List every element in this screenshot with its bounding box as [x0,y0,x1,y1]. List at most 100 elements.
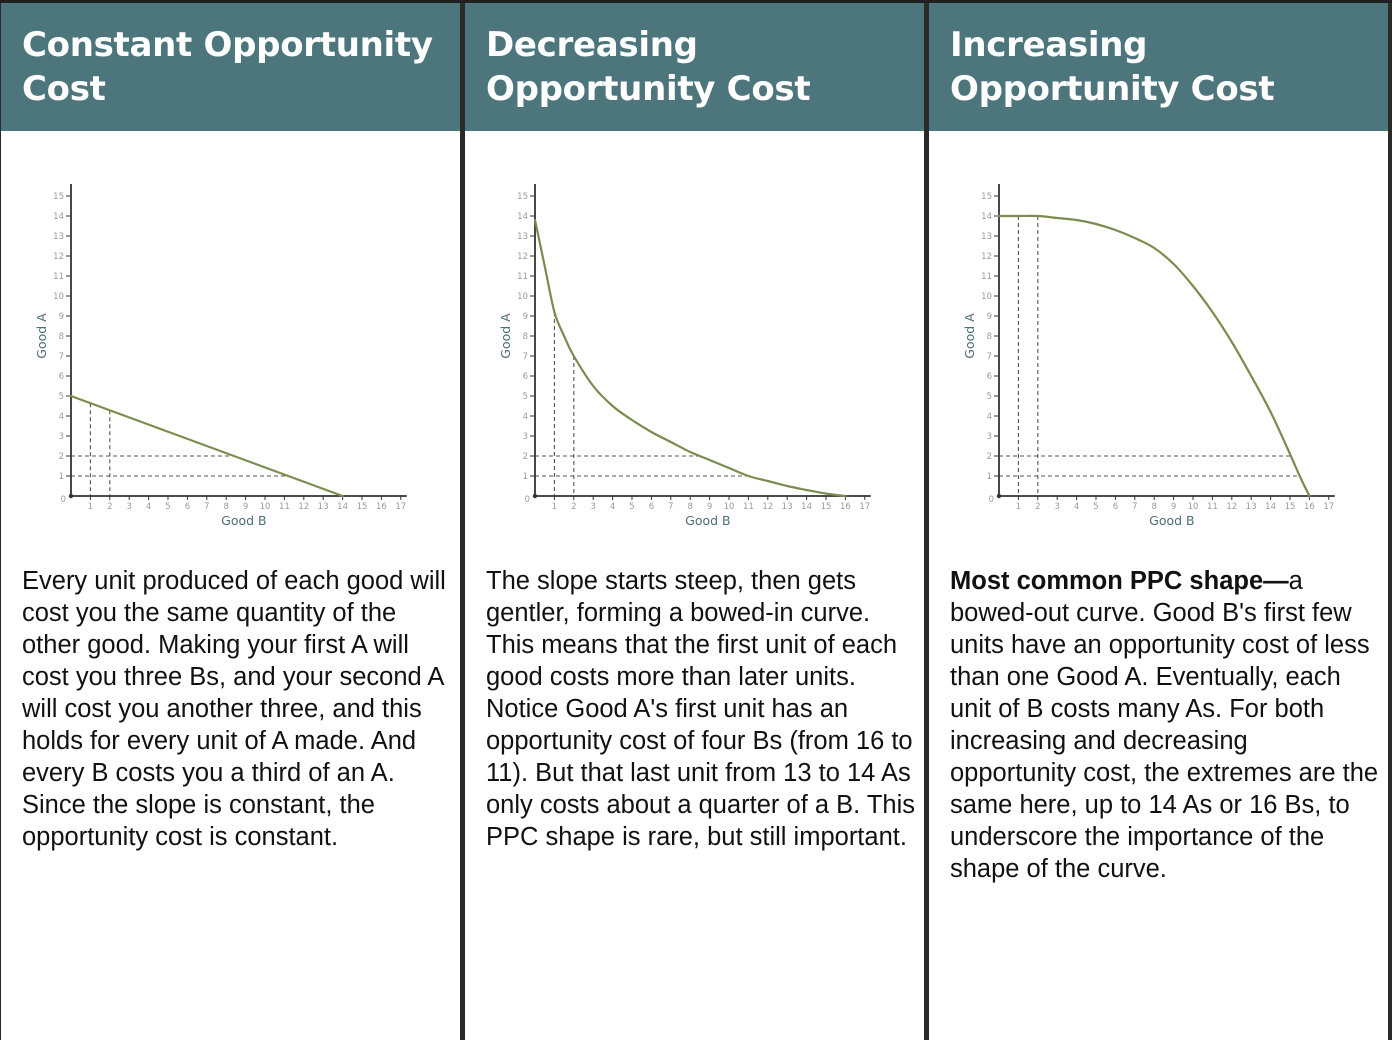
x-tick-label: 13 [1246,502,1257,512]
x-tick-label: 7 [668,502,673,512]
description-text: The slope starts steep, then gets gentle… [486,567,916,851]
y-tick-label: 14 [981,212,992,222]
x-tick-label: 12 [298,502,309,512]
x-tick-label: 15 [821,502,832,512]
x-tick-label: 8 [223,502,228,512]
x-tick-label: 16 [840,502,851,512]
y-tick-label: 3 [59,432,64,442]
y-axis-label: Good A [498,313,513,359]
column-increasing: Increasing Opportunity Cost 0 1 2 3 4 5 6 7 8 9 10… [929,3,1388,1040]
x-tick-label: 10 [724,502,735,512]
y-tick-label: 11 [517,272,528,282]
x-tick-label: 16 [1304,502,1315,512]
y-tick-label: 7 [987,352,992,362]
y-tick-label: 6 [987,372,992,382]
x-tick-label: 15 [357,502,368,512]
y-tick-label: 6 [59,372,64,382]
x-tick-label: 9 [707,502,712,512]
y-tick-label: 11 [981,272,992,282]
y-tick-label: 14 [517,212,528,222]
x-tick-label: 3 [126,502,131,512]
x-tick-label: 14 [337,502,348,512]
y-tick-label: 15 [517,192,528,202]
x-tick-label: 5 [165,502,170,512]
x-tick-label: 9 [1171,502,1176,512]
y-tick-label: 13 [53,232,64,242]
x-tick-label: 4 [1074,502,1079,512]
y-tick-label: 4 [523,412,528,422]
column-description: The slope starts steep, then gets gentle… [486,565,916,853]
column-decreasing: Decreasing Opportunity Cost 0 1 2 3 4 5 6 7 8 9 10… [465,3,924,1040]
x-tick-label: 12 [1226,502,1237,512]
y-tick-label: 9 [987,312,992,322]
y-tick-label: 5 [59,392,64,402]
column-description: Every unit produced of each good will co… [22,565,452,853]
y-tick-label: 9 [523,312,528,322]
y-tick-label: 8 [523,332,528,342]
y-tick-label: 2 [987,452,992,462]
x-axis-label: Good B [685,513,730,528]
y-tick-label: 2 [523,452,528,462]
y-tick-label: 2 [59,452,64,462]
x-tick-label: 5 [629,502,634,512]
y-tick-label: 7 [59,352,64,362]
x-tick-label: 2 [571,502,576,512]
origin-dot [996,493,1002,499]
y-tick-label: 7 [523,352,528,362]
column-heading: Decreasing Opportunity Cost [465,3,924,131]
x-tick-label: 13 [782,502,793,512]
x-tick-label: 6 [185,502,190,512]
y-tick-label: 4 [59,412,64,422]
y-tick-label: 10 [981,292,992,302]
x-tick-label: 7 [204,502,209,512]
y-tick-label: 3 [523,432,528,442]
x-tick-label: 8 [687,502,692,512]
y-tick-label: 6 [523,372,528,382]
y-tick-label: 3 [987,432,992,442]
column-description: Most common PPC shape—a bowed-out curve.… [950,565,1380,885]
y-tick-label: 8 [987,332,992,342]
x-axis-label: Good B [221,513,266,528]
x-tick-label: 13 [318,502,329,512]
x-tick-label: 17 [859,502,870,512]
y-tick-label: 13 [517,232,528,242]
x-tick-label: 2 [107,502,112,512]
x-tick-label: 6 [1113,502,1118,512]
x-tick-label: 9 [243,502,248,512]
top-border [0,0,1392,3]
description-text: Every unit produced of each good will co… [22,567,446,851]
ppc-curve [533,218,847,498]
y-tick-label: 1 [987,472,992,482]
y-tick-label: 5 [987,392,992,402]
y-axis-label: Good A [34,313,49,359]
y-tick-label: 10 [517,292,528,302]
x-tick-label: 17 [1323,502,1334,512]
x-tick-label: 4 [610,502,615,512]
description-text: a bowed-out curve. Good B's first few un… [950,567,1379,883]
y-tick-label: 15 [981,192,992,202]
ppc-curve [69,394,344,498]
x-tick-label: 7 [1132,502,1137,512]
description-bold-lead: Most common PPC shape— [950,567,1289,595]
ppc-curve [997,214,1311,498]
origin-label: 0 [525,495,530,505]
x-tick-label: 11 [1207,502,1218,512]
chart-decreasing: 0 1 2 3 4 5 6 7 8 9 10 11 12 13 14 15 1 2 3 4 5 6 7 8 9 10 11 12 13 1… [483,178,883,538]
column-heading: Constant Opportunity Cost [1,3,460,131]
chart-constant: 0 1 2 3 4 5 6 7 8 9 10 11 12 13 14 15 1 2 3 4 5 6 7 8 9 10 11 12 13 1… [19,178,419,538]
x-tick-label: 4 [146,502,151,512]
x-tick-label: 10 [260,502,271,512]
chart-increasing: 0 1 2 3 4 5 6 7 8 9 10 11 12 13 14 15 1 2 3 4 5 6 7 8 9 10 11 12 13 1… [947,178,1347,538]
column-heading: Increasing Opportunity Cost [929,3,1388,131]
x-tick-label: 15 [1285,502,1296,512]
y-tick-label: 13 [981,232,992,242]
y-axis-label: Good A [962,313,977,359]
x-tick-label: 17 [395,502,406,512]
x-tick-label: 11 [279,502,290,512]
x-tick-label: 1 [1016,502,1021,512]
y-tick-label: 9 [59,312,64,322]
